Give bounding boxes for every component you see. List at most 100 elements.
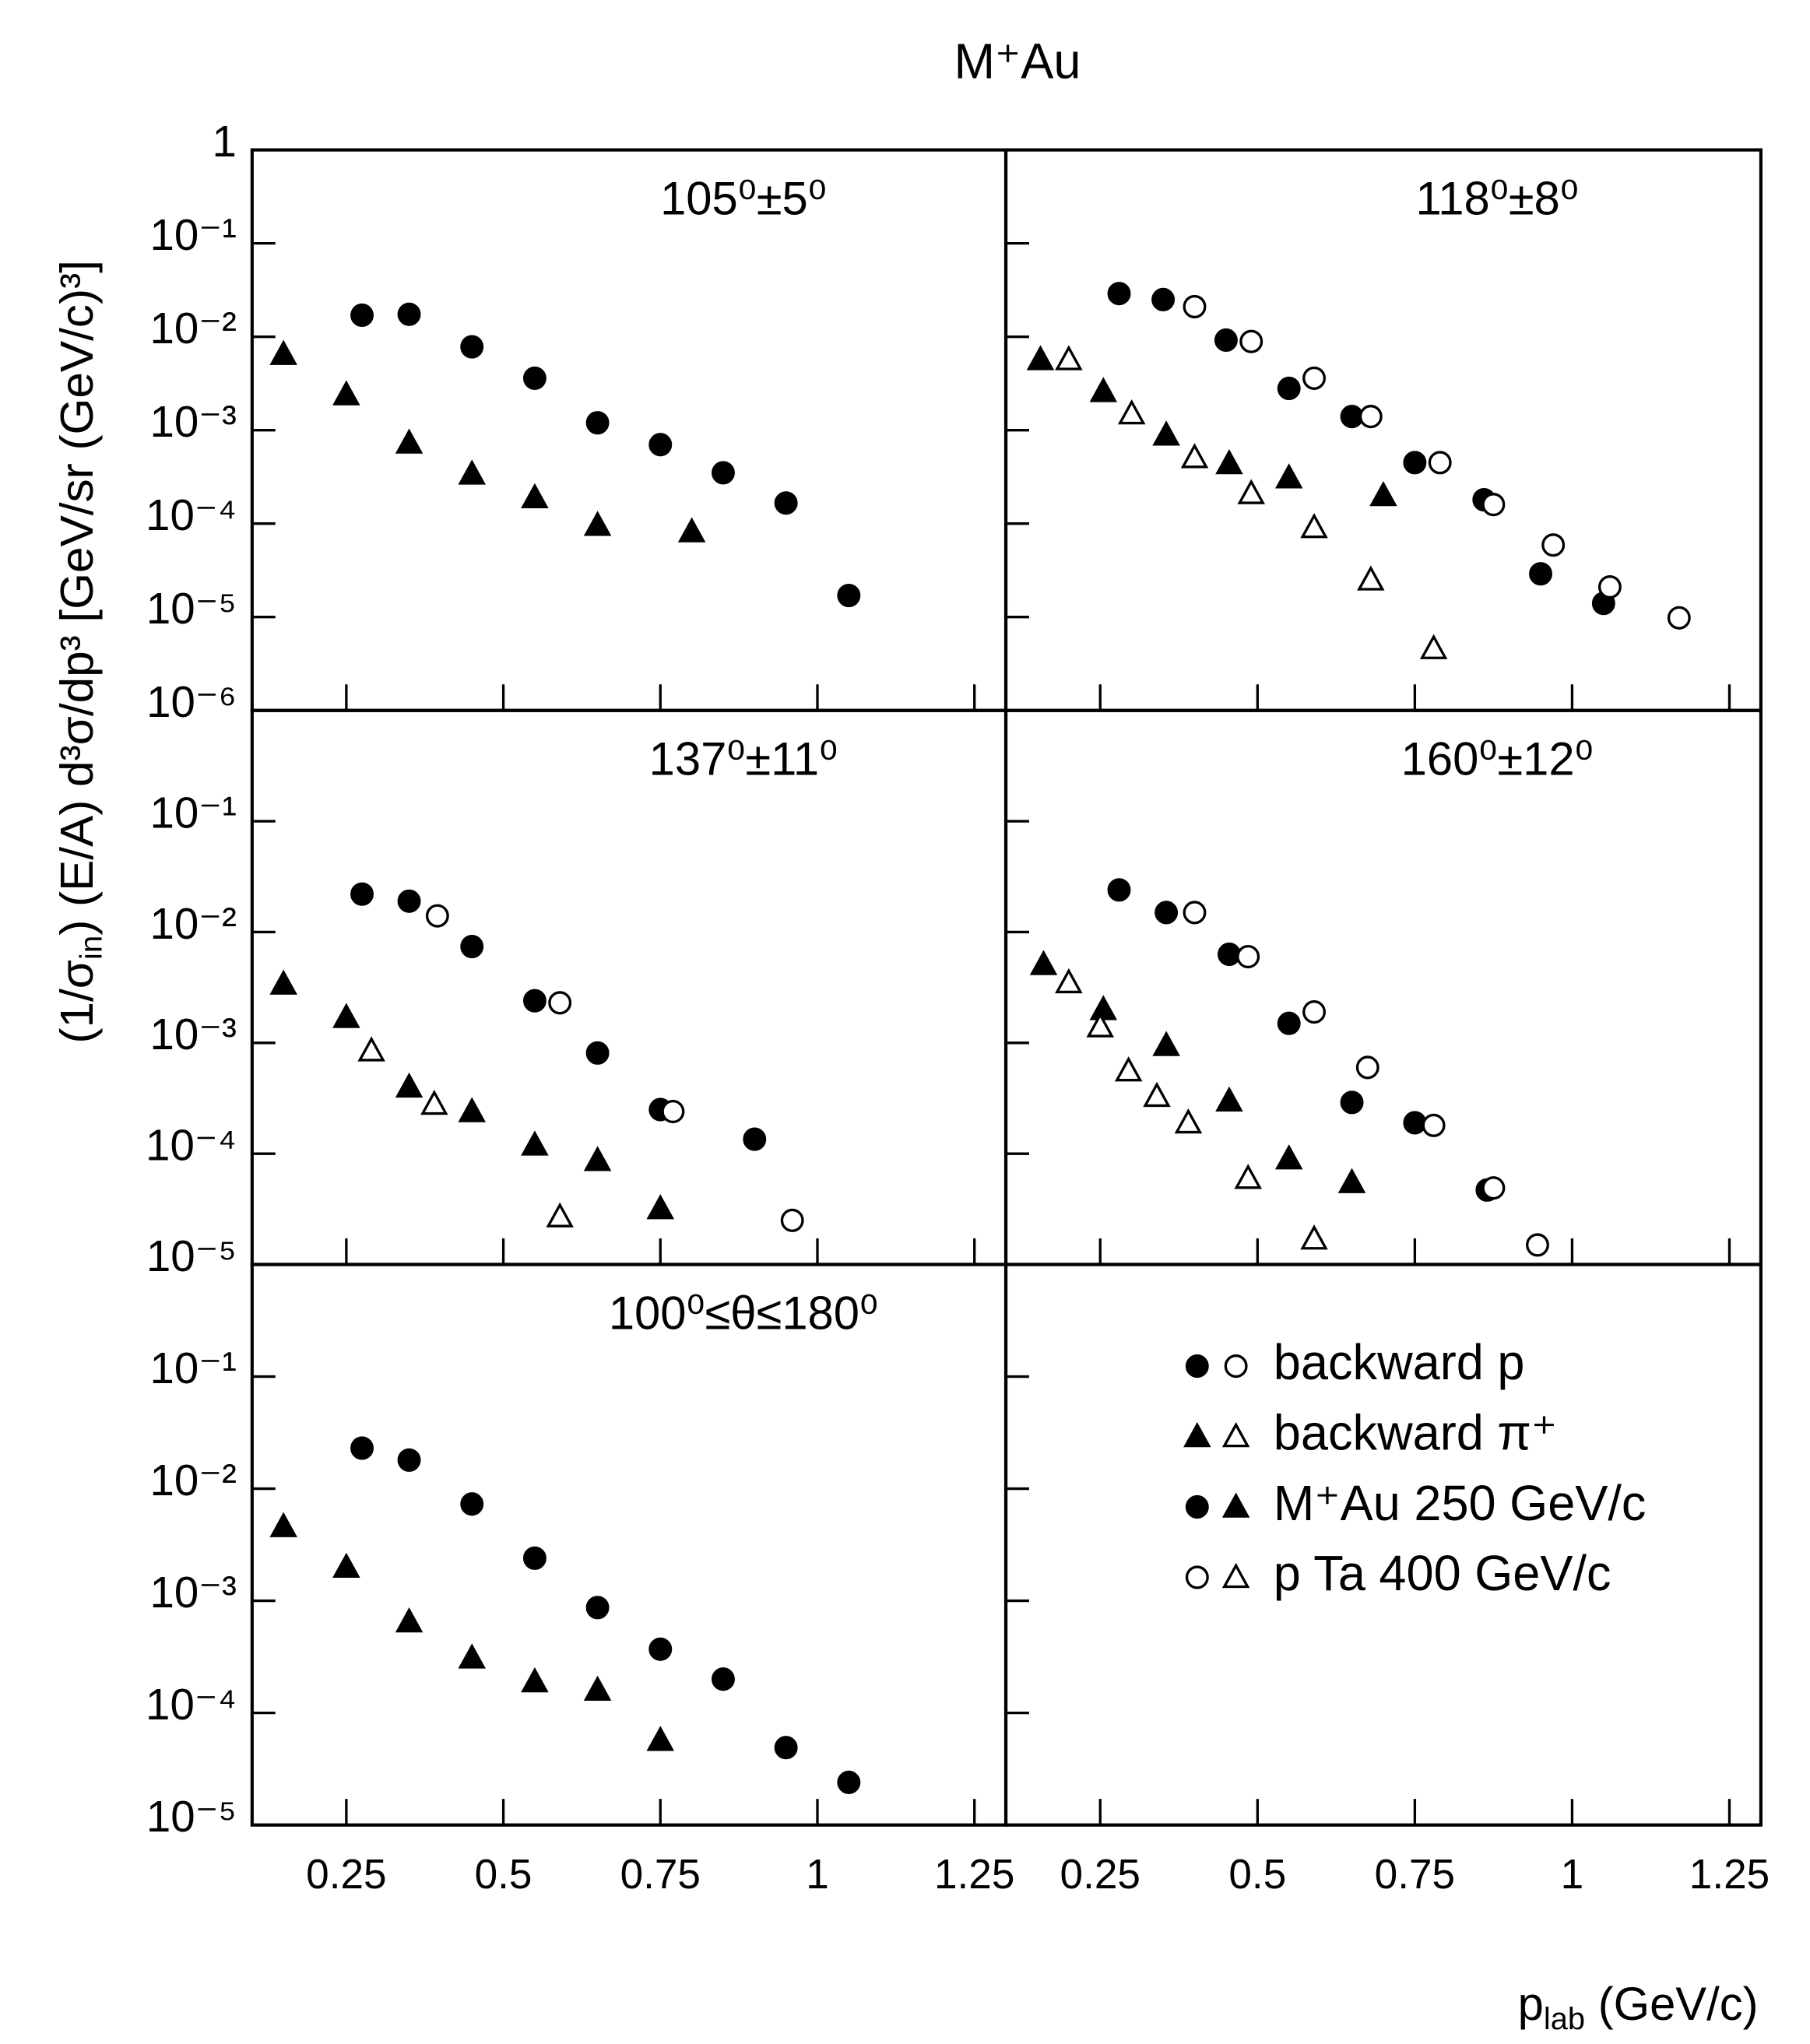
point bbox=[712, 461, 735, 485]
point bbox=[546, 1202, 574, 1227]
legend-marker bbox=[1221, 1562, 1250, 1589]
legend-marker bbox=[1221, 1492, 1250, 1518]
point bbox=[1300, 1224, 1328, 1250]
point bbox=[425, 904, 449, 928]
point bbox=[522, 1546, 547, 1570]
point bbox=[1526, 1233, 1549, 1257]
point bbox=[1340, 1090, 1364, 1115]
point bbox=[837, 583, 861, 608]
point bbox=[1277, 1011, 1301, 1035]
point bbox=[1055, 968, 1083, 994]
point bbox=[646, 1726, 675, 1751]
panel-title: 137⁰±11⁰ bbox=[649, 732, 838, 785]
y-tick-label: 10⁻¹ bbox=[150, 1344, 237, 1393]
point bbox=[1239, 329, 1263, 353]
point bbox=[1369, 481, 1397, 507]
legend-marker bbox=[1185, 1354, 1209, 1378]
panel-title: 160⁰±12⁰ bbox=[1401, 732, 1594, 785]
point bbox=[522, 366, 547, 390]
panel-title: 105⁰±5⁰ bbox=[660, 172, 827, 224]
point bbox=[743, 1127, 767, 1151]
point bbox=[1107, 878, 1131, 902]
point bbox=[1234, 1164, 1262, 1189]
point bbox=[397, 1448, 421, 1472]
point bbox=[1086, 1012, 1115, 1038]
point bbox=[1529, 562, 1552, 586]
point bbox=[1237, 479, 1266, 504]
point bbox=[1300, 513, 1328, 539]
y-tick-label: 10⁻² bbox=[150, 900, 237, 949]
point bbox=[522, 989, 547, 1013]
point bbox=[583, 511, 612, 536]
panel-title: 118⁰±8⁰ bbox=[1415, 172, 1578, 224]
point bbox=[1340, 405, 1364, 429]
point bbox=[350, 882, 374, 906]
y-label-part: ) (E/A) d³σ/dp³ [GeV/sr (GeV/c)³] bbox=[51, 260, 103, 936]
point bbox=[269, 969, 297, 995]
point bbox=[332, 380, 360, 406]
legend-marker bbox=[1221, 1422, 1250, 1448]
point bbox=[350, 303, 374, 328]
point bbox=[780, 1208, 804, 1232]
point bbox=[460, 335, 484, 359]
y-tick-label: 10⁻⁵ bbox=[146, 585, 237, 634]
point bbox=[460, 1492, 484, 1516]
point bbox=[585, 411, 610, 435]
point bbox=[1302, 1000, 1327, 1024]
point bbox=[521, 1666, 549, 1693]
point bbox=[1151, 287, 1176, 311]
point bbox=[1183, 901, 1207, 925]
point bbox=[1215, 448, 1243, 475]
point bbox=[397, 302, 421, 326]
point bbox=[837, 1770, 861, 1794]
x-axis-label: plab (GeV/c) bbox=[1518, 1978, 1759, 2036]
point bbox=[648, 1637, 673, 1661]
x-tick-label: 1.25 bbox=[934, 1852, 1014, 1898]
point bbox=[395, 1072, 424, 1098]
x-label-part: p bbox=[1518, 1978, 1544, 2030]
point bbox=[1155, 901, 1179, 925]
point bbox=[648, 433, 673, 457]
point bbox=[332, 1552, 360, 1578]
point bbox=[677, 517, 706, 543]
point bbox=[1403, 1111, 1427, 1135]
chart-title: M⁺Au bbox=[954, 34, 1081, 89]
y-tick-label: 10⁻³ bbox=[150, 398, 237, 447]
x-tick-label: 0.25 bbox=[306, 1852, 386, 1898]
point bbox=[1355, 1055, 1379, 1080]
point bbox=[332, 1003, 360, 1028]
point bbox=[1107, 282, 1131, 306]
point bbox=[397, 889, 421, 913]
point bbox=[269, 1512, 297, 1537]
point bbox=[548, 991, 572, 1015]
point bbox=[1117, 399, 1146, 425]
y-tick-label: 10⁻³ bbox=[150, 1568, 237, 1617]
x-tick-label: 0.25 bbox=[1060, 1852, 1140, 1898]
panel-title: 100⁰≤θ≤180⁰ bbox=[609, 1287, 878, 1339]
x-label-sub: lab bbox=[1544, 2001, 1585, 2035]
x-tick-label: 1 bbox=[1561, 1852, 1584, 1898]
point bbox=[521, 483, 549, 508]
point bbox=[1481, 493, 1506, 517]
point bbox=[1302, 366, 1327, 390]
point bbox=[1214, 328, 1238, 353]
point bbox=[458, 1097, 486, 1122]
point bbox=[1143, 1081, 1171, 1108]
point bbox=[1357, 565, 1385, 591]
point bbox=[1152, 420, 1180, 446]
y-tick-label: 1 bbox=[213, 118, 237, 167]
point bbox=[1215, 1086, 1243, 1112]
point bbox=[269, 339, 297, 365]
point bbox=[712, 1667, 735, 1691]
point bbox=[1597, 574, 1622, 599]
legend-label: p Ta 400 GeV/c bbox=[1274, 1547, 1611, 1601]
x-label-part: (GeV/c) bbox=[1585, 1978, 1758, 2030]
legend-marker bbox=[1224, 1354, 1248, 1378]
x-tick-label: 0.5 bbox=[1228, 1852, 1286, 1898]
point bbox=[1277, 376, 1301, 401]
point bbox=[1428, 451, 1452, 475]
x-tick-label: 1 bbox=[806, 1852, 829, 1898]
y-tick-label: 10⁻⁵ bbox=[146, 1232, 237, 1281]
point bbox=[585, 1596, 610, 1620]
